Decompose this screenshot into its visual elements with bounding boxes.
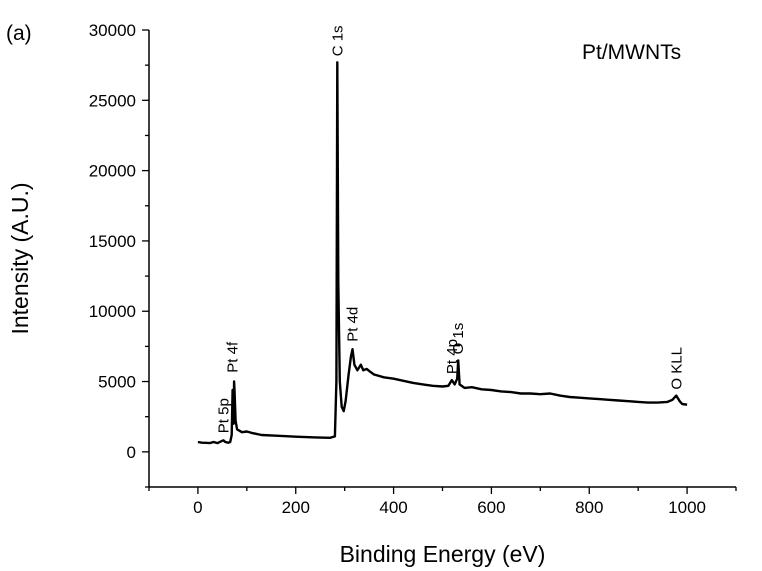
x-tick-label: 600 bbox=[477, 498, 505, 517]
y-tick-label: 25000 bbox=[89, 91, 136, 110]
peak-annotation: C 1s bbox=[329, 25, 346, 56]
x-tick-label: 0 bbox=[193, 498, 202, 517]
peak-annotation: O 1s bbox=[450, 323, 467, 355]
y-tick-label: 15000 bbox=[89, 232, 136, 251]
y-tick-label: 20000 bbox=[89, 162, 136, 181]
peak-annotation: Pt 4f bbox=[225, 341, 242, 373]
peak-annotation: Pt 4d bbox=[345, 307, 362, 342]
y-tick-label: 0 bbox=[127, 443, 136, 462]
y-tick-label: 10000 bbox=[89, 302, 136, 321]
x-tick-label: 200 bbox=[282, 498, 310, 517]
x-tick-label: 400 bbox=[379, 498, 407, 517]
x-axis-title: Binding Energy (eV) bbox=[340, 541, 546, 567]
legend-label: Pt/MWNTs bbox=[582, 41, 681, 64]
plot-area: 0 200 400 600 800 100005000100001500020000250… bbox=[6, 21, 737, 567]
y-axis-title: Intensity (A.U.) bbox=[7, 182, 33, 334]
y-tick-label: 30000 bbox=[89, 21, 136, 40]
spectrum-line bbox=[197, 61, 688, 445]
x-tick-label: 1000 bbox=[668, 498, 706, 517]
peak-annotation: Pt 5p bbox=[215, 398, 232, 433]
x-tick-label: 800 bbox=[575, 498, 603, 517]
panel-label: (a) bbox=[6, 22, 32, 45]
peak-annotation: Pt 4p bbox=[444, 339, 461, 374]
y-tick-label: 5000 bbox=[98, 373, 136, 392]
peak-annotation: O KLL bbox=[668, 347, 685, 390]
